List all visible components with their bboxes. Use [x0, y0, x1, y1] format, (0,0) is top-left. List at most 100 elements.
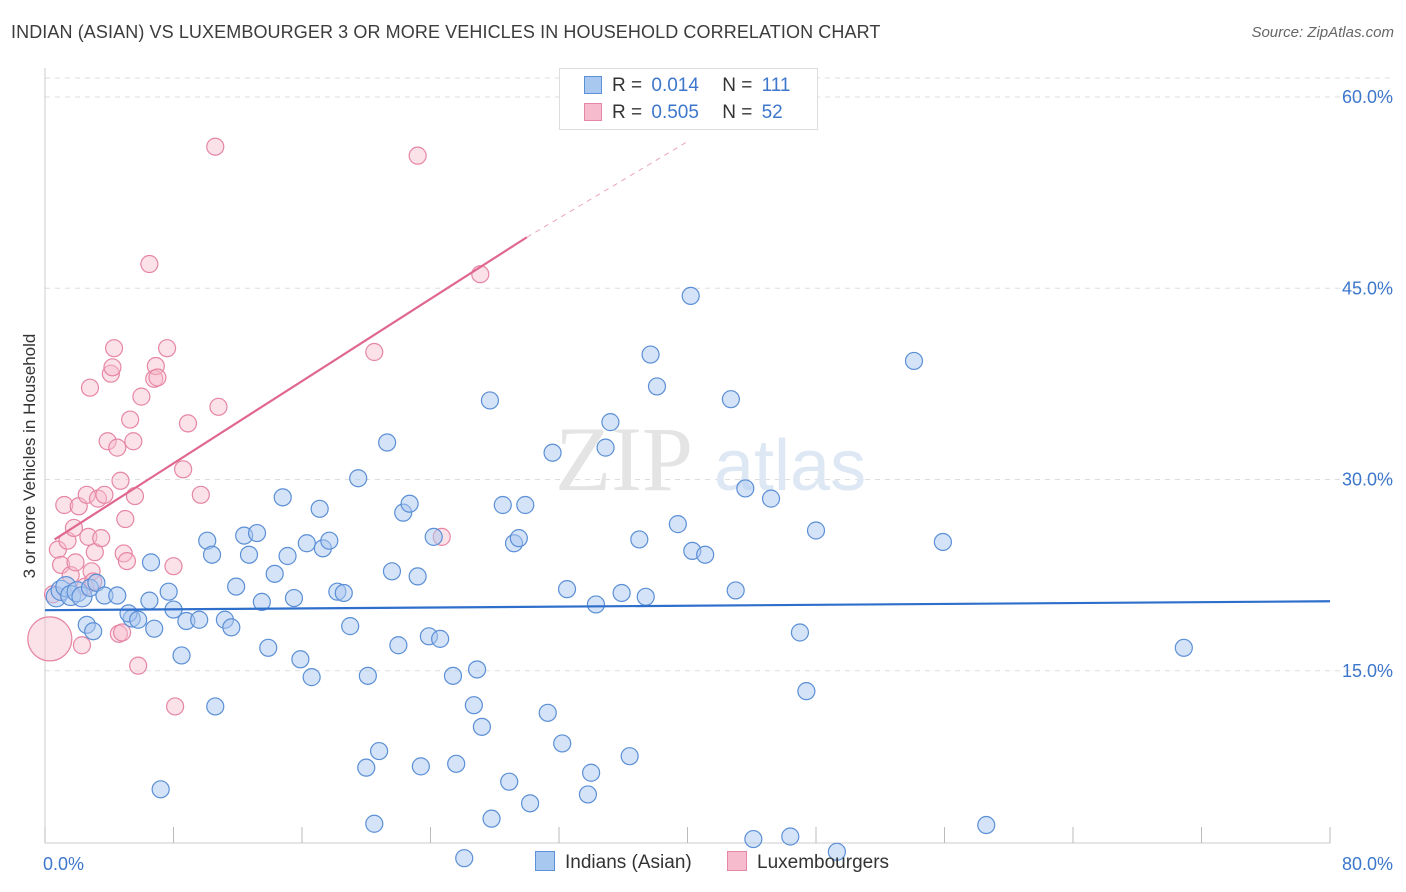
data-point-indians [310, 499, 329, 518]
data-point-luxembourgers [116, 509, 135, 529]
data-point-indians [586, 595, 606, 614]
data-point-luxembourgers [98, 432, 117, 451]
data-point-indians [480, 391, 500, 410]
data-point-indians [172, 646, 191, 665]
data-point-luxembourgers [66, 553, 85, 572]
data-point-luxembourgers [27, 616, 73, 662]
data-point-indians [601, 413, 620, 432]
data-point-indians [493, 495, 512, 515]
data-point-indians [202, 545, 222, 564]
data-point-indians [933, 532, 952, 552]
data-point-indians [647, 377, 667, 396]
data-point-indians [781, 827, 800, 846]
data-point-indians [726, 581, 745, 600]
data-point-indians [596, 438, 615, 457]
data-point-indians [378, 433, 397, 452]
data-point-indians [411, 757, 430, 776]
data-point-indians [382, 562, 402, 581]
data-point-indians [206, 697, 225, 716]
data-point-luxembourgers [125, 486, 145, 506]
data-point-indians [578, 785, 598, 804]
watermark-atlas: atlas [714, 426, 866, 506]
tick-labels: 15.0% 30.0% 45.0% 60.0% 0.0% 80.0% [43, 87, 1393, 874]
x-tick-label-min: 0.0% [43, 854, 84, 874]
data-point-indians [349, 469, 368, 488]
axes [44, 68, 1331, 844]
data-point-indians [790, 623, 810, 642]
data-point-luxembourgers [132, 387, 151, 406]
data-point-indians [806, 521, 826, 540]
data-point-indians [977, 815, 996, 835]
data-point-indians [696, 545, 715, 564]
data-point-indians [145, 619, 164, 638]
series-legend: Indians (Asian) Luxembourgers [535, 851, 919, 874]
data-point-indians [370, 741, 389, 761]
data-point-luxembourgers [79, 527, 98, 546]
data-point-luxembourgers [408, 146, 427, 165]
data-point-indians [797, 682, 816, 701]
data-point-indians [543, 443, 562, 462]
data-point-indians [140, 591, 159, 610]
data-point-luxembourgers [101, 364, 120, 383]
data-point-luxembourgers [146, 356, 165, 376]
data-point-indians [424, 527, 443, 546]
data-point-luxembourgers [92, 529, 111, 548]
data-point-luxembourgers [103, 358, 122, 377]
watermark-zip: ZIP [555, 408, 693, 510]
legend-label-luxembourgers: Luxembourgers [757, 852, 890, 873]
data-point-indians [443, 666, 463, 685]
data-point-indians [520, 794, 540, 813]
data-point-indians [151, 780, 170, 799]
data-point-indians [472, 717, 491, 736]
data-point-indians [681, 286, 700, 305]
legend-n-label: N = [722, 75, 753, 96]
data-point-indians [721, 390, 740, 409]
data-point-luxembourgers [178, 414, 198, 433]
data-point-luxembourgers [164, 557, 183, 576]
data-point-indians [761, 489, 781, 508]
data-point-indians [159, 582, 178, 601]
data-point-indians [467, 660, 487, 679]
data-point-indians [744, 829, 763, 849]
data-point-indians [239, 545, 259, 564]
data-point-luxembourgers [124, 432, 143, 451]
data-point-luxembourgers [140, 254, 159, 274]
data-point-luxembourgers [174, 460, 193, 479]
data-point-indians [455, 849, 474, 868]
data-point-indians [247, 523, 267, 543]
data-point-indians [273, 488, 292, 507]
data-point-luxembourgers [108, 438, 127, 457]
x-tick-label-max: 80.0% [1342, 854, 1393, 874]
data-point-luxembourgers [206, 137, 225, 156]
data-point-indians [620, 747, 639, 766]
data-point-indians [509, 529, 528, 548]
legend-n-label: N = [722, 102, 753, 123]
data-point-indians [252, 592, 271, 612]
data-point-luxembourgers [129, 656, 148, 675]
data-point-indians [641, 345, 660, 364]
data-point-indians [736, 479, 755, 498]
data-point-luxembourgers [191, 485, 210, 504]
trend-line-luxembourgers [54, 236, 528, 541]
legend-n-value: 111 [761, 75, 791, 96]
trend-line-indians [44, 600, 1331, 612]
data-point-luxembourgers [77, 485, 96, 504]
data-point-luxembourgers [55, 495, 74, 515]
data-point-indians [538, 703, 557, 722]
legend-swatch-pink [584, 103, 602, 121]
y-tick-label: 45.0% [1342, 278, 1393, 298]
data-point-indians [557, 580, 577, 599]
data-point-indians [1174, 638, 1193, 657]
data-point-indians [408, 567, 427, 586]
legend-row-luxembourgers: R = 0.505 N = 52 [584, 102, 783, 128]
data-point-luxembourgers [95, 485, 114, 504]
trend-line-luxembourgers-extension [526, 141, 688, 238]
data-point-indians [904, 351, 924, 371]
legend-row-indians: R = 0.014 N = 111 [584, 75, 791, 101]
data-point-indians [284, 588, 304, 608]
data-point-indians [334, 583, 353, 603]
data-point-indians [190, 610, 209, 629]
series-indians-asian [45, 286, 1193, 868]
data-point-indians [357, 758, 376, 777]
data-point-indians [668, 515, 687, 534]
